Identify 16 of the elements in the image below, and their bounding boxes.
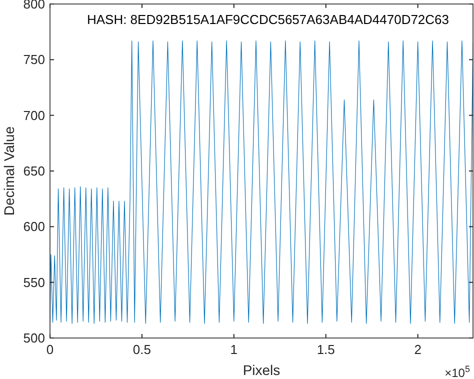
x-tick-label: 0.5 [132,342,151,357]
y-tick-label: 550 [23,274,45,290]
y-tick-label: 500 [23,330,45,346]
y-tick-label: 700 [23,108,45,123]
x-tick-label: 1.5 [316,342,335,357]
x-axis-title: Pixels [242,362,280,378]
y-tick-label: 750 [23,52,45,68]
x-tick-label: 2 [414,342,422,357]
y-tick-label: 600 [23,219,45,234]
annotation: HASH: 8ED92B515A1AF9CCDC5657A63AB4AD4470D72C63 [86,12,450,27]
y-tick-label: 650 [23,164,45,179]
x-tick-label: 1 [230,342,238,357]
text: ×10$^{5}$ [444,364,470,379]
line-series [50,40,473,324]
y-axis-title: Decimal Value [1,126,17,216]
x-tick-label: 0 [46,342,54,357]
